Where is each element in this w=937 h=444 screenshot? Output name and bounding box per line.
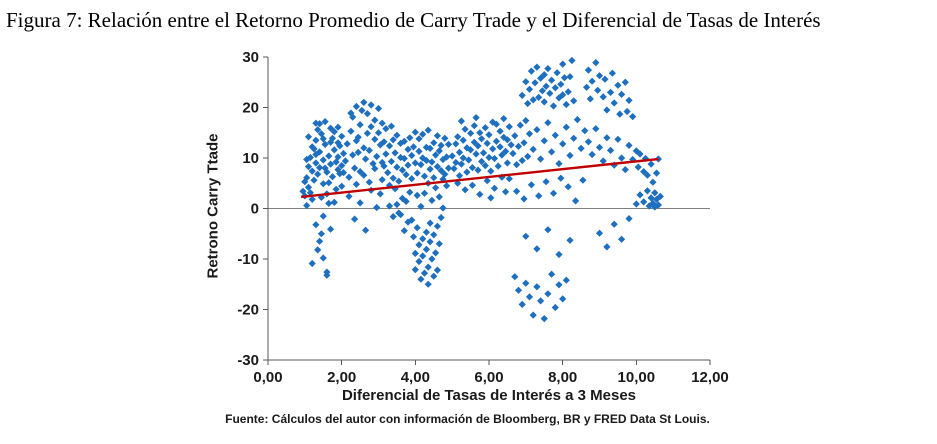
y-tick-label: -20 [237,302,259,319]
y-tick-label: 10 [242,150,259,167]
scatter-chart: 0,00 2,00 4,00 6,00 8,00 10,00 12,00 30 20 10 0 -10… [237,49,729,386]
y-tick-label: 30 [242,49,259,66]
x-tick-label: 2,00 [327,369,356,386]
y-tick-label: -30 [237,352,259,369]
source-note: Fuente: Cálculos del autor con informaci… [225,412,710,426]
y-tick-label: -10 [237,251,259,268]
x-tick-label: 6,00 [474,369,503,386]
y-tick-label: 0 [251,201,259,218]
x-tick-label: 8,00 [548,369,577,386]
x-tick-label: 4,00 [401,369,430,386]
trendline [301,157,659,199]
scatter-points [299,56,664,323]
figure-title: Figura 7: Relación entre el Retorno Prom… [6,8,821,32]
x-axis-title: Diferencial de Tasas de Interés a 3 Mese… [341,387,637,404]
x-tick-label: 10,00 [618,369,656,386]
y-tick-label: 20 [242,100,259,117]
x-tick-label: 12,00 [691,369,729,386]
x-tick-label: 0,00 [253,369,282,386]
